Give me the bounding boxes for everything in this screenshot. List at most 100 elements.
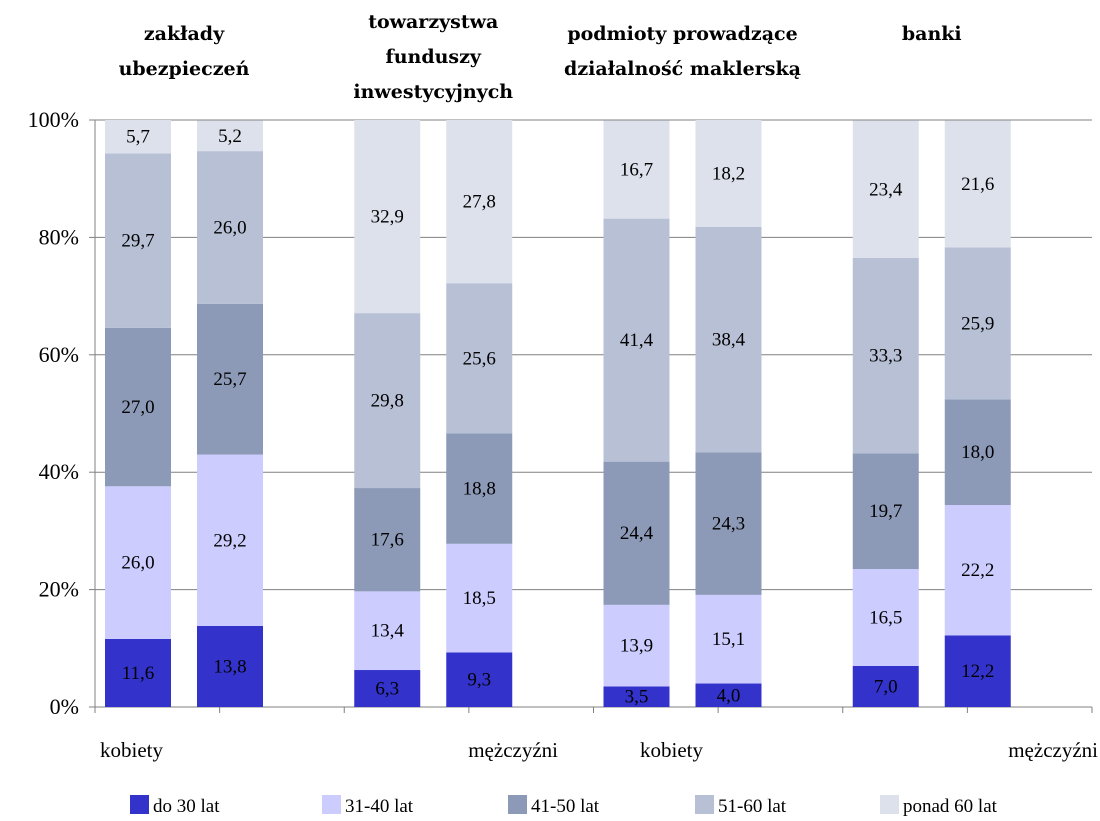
data-label: 26,0 xyxy=(121,553,154,574)
bar-segment xyxy=(197,303,263,455)
bar-segment xyxy=(105,327,171,487)
data-label: 12,2 xyxy=(961,661,994,682)
bar-segment xyxy=(197,151,263,304)
group-title: działalność maklerską xyxy=(564,58,801,80)
data-label: 13,9 xyxy=(620,636,653,657)
y-tick-label: 100% xyxy=(28,107,79,132)
data-label: 33,3 xyxy=(869,346,902,367)
data-label: 23,4 xyxy=(869,179,903,200)
bar-segment xyxy=(944,247,1011,400)
legend-label: 51-60 lat xyxy=(718,796,787,817)
x-axis-label: mężczyźni xyxy=(1008,738,1098,762)
data-label: 18,8 xyxy=(463,479,496,500)
y-tick-label: 0% xyxy=(50,694,79,719)
bar-segment xyxy=(603,120,670,219)
bar-segment xyxy=(603,686,670,707)
data-label: 41,4 xyxy=(620,330,654,351)
data-label: 11,6 xyxy=(122,663,155,684)
y-tick-label: 40% xyxy=(39,459,79,484)
bar-segment xyxy=(944,399,1011,506)
bar-segment xyxy=(603,604,670,687)
data-label: 13,4 xyxy=(371,621,405,642)
bar-segment xyxy=(852,569,919,666)
y-tick-label: 60% xyxy=(39,342,79,367)
group-title: funduszy xyxy=(386,46,482,68)
bar-segment xyxy=(446,652,513,707)
bar-segment xyxy=(105,638,171,707)
bar-segment xyxy=(354,313,421,489)
data-label: 15,1 xyxy=(712,629,745,650)
x-axis-label: mężczyźni xyxy=(468,738,558,762)
data-label: 22,2 xyxy=(961,560,994,581)
bar-segment xyxy=(695,683,762,707)
data-label: 4,0 xyxy=(717,685,741,706)
legend-swatch xyxy=(322,795,341,814)
data-label: 25,6 xyxy=(463,348,496,369)
legend-swatch xyxy=(508,795,527,814)
bar-segment xyxy=(603,218,670,462)
bar-segment xyxy=(105,486,171,639)
data-label: 24,4 xyxy=(620,523,654,544)
bar-segment xyxy=(852,120,919,258)
data-label: 18,2 xyxy=(712,163,745,184)
group-title: zakłady xyxy=(144,23,225,45)
legend-label: 31-40 lat xyxy=(345,796,414,817)
bar-segment xyxy=(446,543,513,653)
bar-segment xyxy=(695,452,762,595)
group-title: podmioty prowadzące xyxy=(567,23,797,45)
bar-segment xyxy=(197,454,263,626)
data-label: 18,0 xyxy=(961,442,994,463)
legend-label: do 30 lat xyxy=(153,796,220,817)
bar-segment xyxy=(603,461,670,605)
group-title: ubezpieczeń xyxy=(119,58,250,80)
bar-segment xyxy=(446,120,513,284)
data-label: 3,5 xyxy=(625,687,649,708)
data-label: 25,9 xyxy=(961,313,994,334)
data-label: 13,8 xyxy=(213,656,246,677)
data-label: 18,5 xyxy=(463,588,496,609)
data-label: 9,3 xyxy=(467,670,491,691)
bar-segment xyxy=(695,594,762,684)
data-label: 24,3 xyxy=(712,514,745,535)
bar-segment xyxy=(354,591,421,671)
bar-segment xyxy=(354,670,421,707)
data-label: 5,2 xyxy=(218,126,242,147)
legend-swatch xyxy=(130,795,149,814)
bar-segment xyxy=(695,226,762,453)
group-title: towarzystwa xyxy=(368,11,498,33)
x-axis-label: kobiety xyxy=(640,738,703,762)
bar-segment xyxy=(105,153,171,328)
data-label: 26,0 xyxy=(213,217,246,238)
bar-segment xyxy=(446,433,513,544)
data-label: 17,6 xyxy=(371,530,404,551)
data-label: 38,4 xyxy=(712,330,746,351)
bar-segment xyxy=(446,283,513,434)
bar-segment xyxy=(197,625,263,707)
data-label: 7,0 xyxy=(874,676,898,697)
data-label: 6,3 xyxy=(375,679,399,700)
data-label: 5,7 xyxy=(126,127,150,148)
group-title: inwestycyjnych xyxy=(353,81,513,103)
y-tick-label: 20% xyxy=(39,577,79,602)
bar-segment xyxy=(944,635,1011,707)
legend-swatch xyxy=(695,795,714,814)
data-label: 29,2 xyxy=(213,530,246,551)
data-label: 16,5 xyxy=(869,607,902,628)
legend-swatch xyxy=(880,795,899,814)
data-label: 16,7 xyxy=(620,160,653,181)
data-label: 21,6 xyxy=(961,174,994,195)
x-axis-label: kobiety xyxy=(100,738,163,762)
bar-segment xyxy=(852,453,919,570)
bar-segment xyxy=(944,120,1011,248)
bar-segment xyxy=(354,488,421,592)
group-title: banki xyxy=(902,23,962,45)
bar-segment xyxy=(354,120,421,314)
bar-segment xyxy=(695,120,762,227)
data-label: 19,7 xyxy=(869,501,902,522)
data-label: 29,7 xyxy=(121,231,154,252)
y-tick-label: 80% xyxy=(39,224,79,249)
legend-label: 41-50 lat xyxy=(531,796,600,817)
data-label: 27,8 xyxy=(463,192,496,213)
